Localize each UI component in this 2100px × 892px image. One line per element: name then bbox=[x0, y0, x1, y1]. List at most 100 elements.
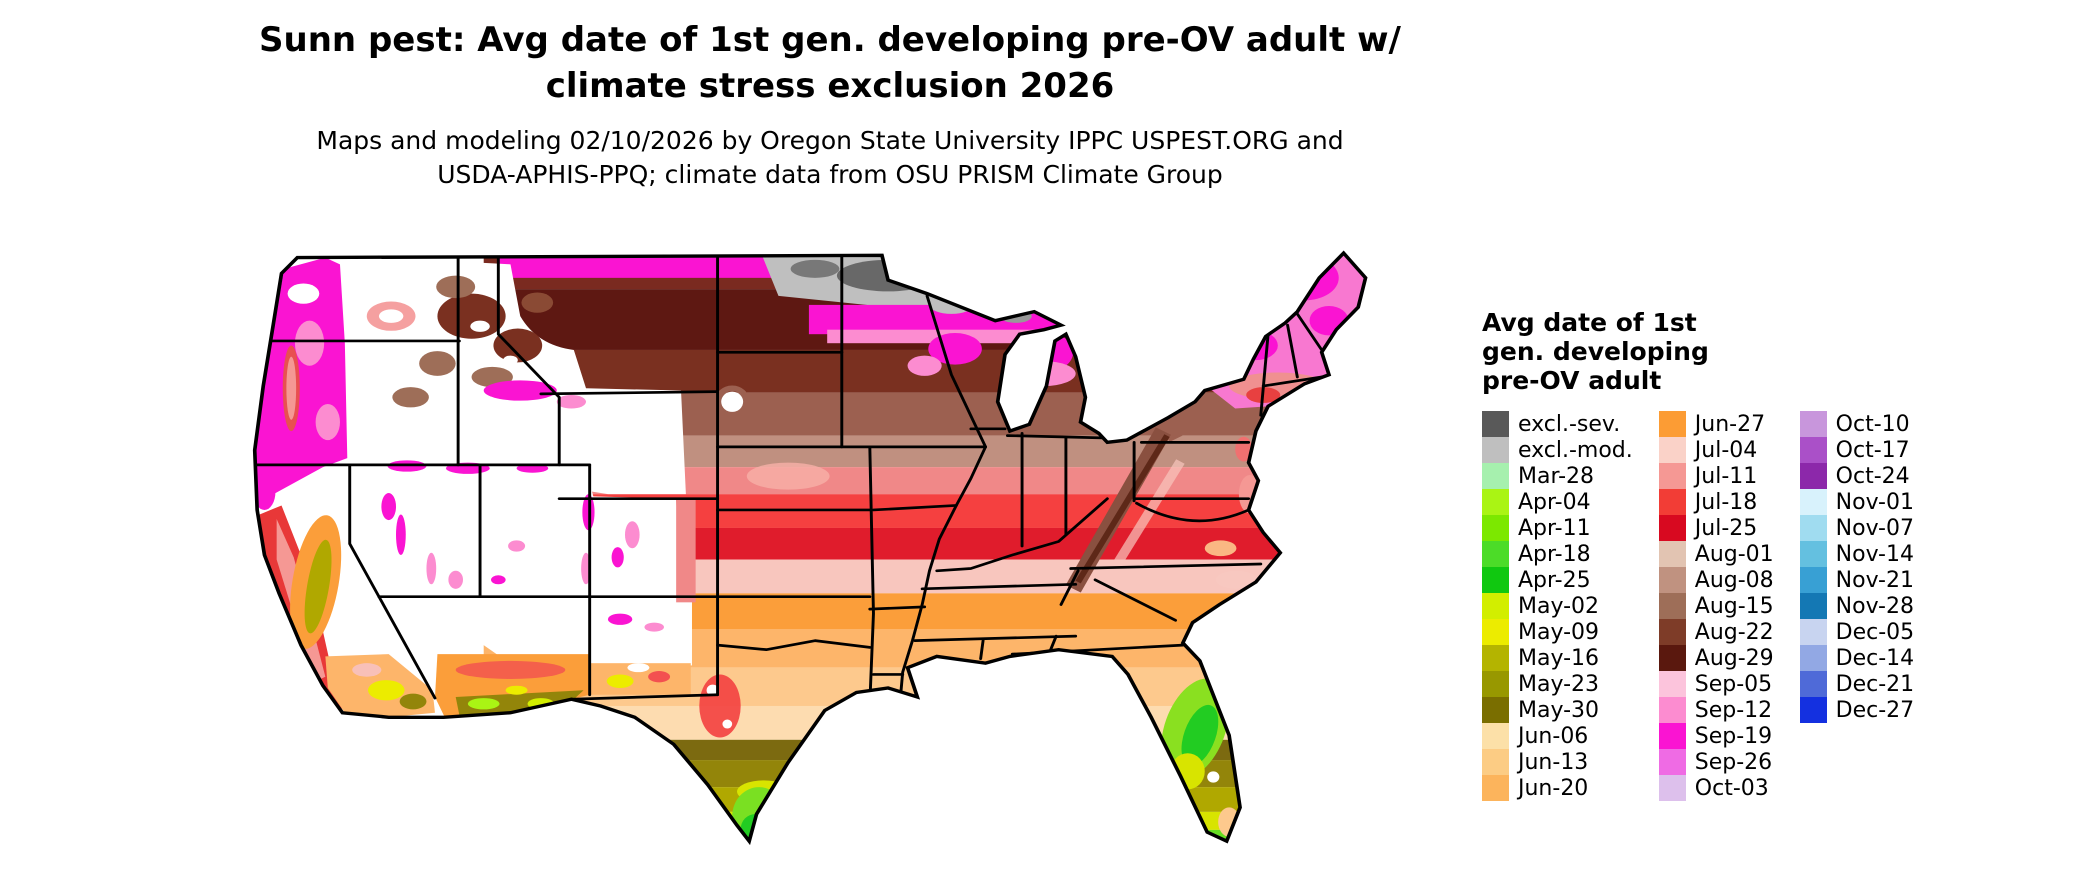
legend-title-line-3: pre-OV adult bbox=[1482, 366, 1662, 395]
legend-swatch bbox=[1658, 593, 1686, 619]
title-line-1: Sunn pest: Avg date of 1st gen. developi… bbox=[259, 20, 1401, 60]
legend-swatch bbox=[1482, 723, 1509, 749]
legend-item: Apr-25 bbox=[1482, 567, 1633, 593]
legend-swatch bbox=[1658, 437, 1686, 463]
subtitle-line-2: USDA-APHIS-PPQ; climate data from OSU PR… bbox=[437, 159, 1223, 189]
legend-item: Sep-19 bbox=[1658, 723, 1774, 749]
legend-swatch bbox=[1799, 567, 1827, 593]
legend-item: Apr-04 bbox=[1482, 489, 1633, 515]
legend-item-label: Oct-24 bbox=[1835, 463, 1910, 489]
legend-item-label: May-16 bbox=[1518, 645, 1600, 671]
legend-swatch bbox=[1658, 541, 1686, 567]
legend-swatch bbox=[1482, 645, 1509, 671]
legend-swatch bbox=[1799, 489, 1827, 515]
legend-swatch bbox=[1482, 619, 1509, 645]
legend-item: Sep-12 bbox=[1658, 697, 1774, 723]
legend-item: Aug-08 bbox=[1658, 567, 1774, 593]
legend-item: Nov-14 bbox=[1799, 541, 1915, 567]
legend-column-3: Oct-10 Oct-17 Oct-24 Nov-01 Nov-07 Nov-14 Nov-… bbox=[1799, 411, 1915, 723]
legend-item: Oct-03 bbox=[1658, 775, 1774, 801]
legend-item-label: Dec-21 bbox=[1835, 671, 1915, 697]
title-line-2: climate stress exclusion 2026 bbox=[545, 65, 1115, 106]
legend-item-label: Dec-27 bbox=[1835, 697, 1915, 723]
legend-item: Dec-05 bbox=[1799, 619, 1915, 645]
legend-swatch bbox=[1799, 437, 1827, 463]
legend-item: Nov-28 bbox=[1799, 593, 1915, 619]
legend-item: Aug-29 bbox=[1658, 645, 1774, 671]
legend-item-label: Jun-06 bbox=[1518, 723, 1589, 749]
legend-swatch bbox=[1482, 775, 1509, 801]
legend-item: Dec-14 bbox=[1799, 645, 1914, 671]
figure-subtitle: Maps and modeling 02/10/2026 by Oregon S… bbox=[0, 124, 1660, 192]
legend-item: excl.-sev. bbox=[1482, 411, 1633, 437]
us-map-svg bbox=[252, 250, 1368, 846]
legend-title: Avg date of 1st gen. developing pre-OV adu… bbox=[1482, 308, 1914, 395]
legend-swatch bbox=[1658, 411, 1686, 437]
legend-swatch bbox=[1482, 697, 1509, 723]
legend-swatch bbox=[1658, 723, 1686, 749]
legend-item: Jun-20 bbox=[1482, 775, 1633, 801]
subtitle-line-1: Maps and modeling 02/10/2026 by Oregon S… bbox=[316, 125, 1344, 155]
legend-swatch bbox=[1482, 541, 1509, 567]
us-map bbox=[206, 208, 1424, 884]
legend-swatch bbox=[1658, 515, 1686, 541]
legend-swatch bbox=[1658, 619, 1686, 645]
legend-item: Aug-15 bbox=[1658, 593, 1774, 619]
legend-item-label: Apr-11 bbox=[1518, 515, 1591, 541]
us-outline bbox=[252, 250, 1368, 846]
legend-item-label: Sep-12 bbox=[1694, 697, 1773, 723]
legend-item: May-23 bbox=[1482, 671, 1633, 697]
legend-item: May-09 bbox=[1482, 619, 1633, 645]
legend-item-label: Oct-03 bbox=[1694, 775, 1769, 801]
legend-item: May-30 bbox=[1482, 697, 1633, 723]
legend-item: May-02 bbox=[1482, 593, 1633, 619]
legend-swatch bbox=[1482, 489, 1509, 515]
legend-item-label: Aug-22 bbox=[1694, 619, 1774, 645]
legend-swatch bbox=[1799, 697, 1827, 723]
legend-columns: excl.-sev. excl.-mod. Mar-28 Apr-04 Apr-11 Ap… bbox=[1482, 411, 1914, 801]
figure-header: Sunn pest: Avg date of 1st gen. developi… bbox=[0, 18, 1660, 191]
legend-title-line-2: gen. developing bbox=[1482, 337, 1709, 366]
legend-swatch bbox=[1799, 463, 1827, 489]
legend-item: Jun-06 bbox=[1482, 723, 1633, 749]
legend-item-label: May-02 bbox=[1518, 593, 1600, 619]
legend-item: Oct-24 bbox=[1799, 463, 1915, 489]
legend-swatch bbox=[1482, 567, 1509, 593]
legend-item-label: Aug-01 bbox=[1694, 541, 1774, 567]
legend-item: Apr-11 bbox=[1482, 515, 1633, 541]
legend-item: Jul-18 bbox=[1658, 489, 1774, 515]
legend-swatch bbox=[1799, 411, 1827, 437]
legend-item-label: Dec-05 bbox=[1835, 619, 1915, 645]
legend-item-label: excl.-mod. bbox=[1518, 437, 1633, 463]
legend-item: Nov-01 bbox=[1799, 489, 1915, 515]
legend-item: Nov-07 bbox=[1799, 515, 1915, 541]
legend: Avg date of 1st gen. developing pre-OV adu… bbox=[1482, 308, 1914, 801]
legend-item: Apr-18 bbox=[1482, 541, 1633, 567]
legend-swatch bbox=[1482, 749, 1509, 775]
legend-item-label: Sep-26 bbox=[1694, 749, 1773, 775]
legend-item-label: Oct-17 bbox=[1835, 437, 1910, 463]
legend-item: Jul-11 bbox=[1658, 463, 1774, 489]
legend-item-label: excl.-sev. bbox=[1518, 411, 1621, 437]
page-title: Sunn pest: Avg date of 1st gen. developi… bbox=[0, 18, 1660, 110]
legend-title-line-1: Avg date of 1st bbox=[1482, 308, 1697, 337]
legend-column-1: excl.-sev. excl.-mod. Mar-28 Apr-04 Apr-11 Ap… bbox=[1482, 411, 1633, 801]
legend-item: Jun-13 bbox=[1482, 749, 1633, 775]
legend-swatch bbox=[1482, 463, 1509, 489]
legend-item: May-16 bbox=[1482, 645, 1633, 671]
legend-item-label: Aug-15 bbox=[1694, 593, 1774, 619]
legend-item: Jun-27 bbox=[1658, 411, 1774, 437]
legend-item: Aug-22 bbox=[1658, 619, 1774, 645]
legend-swatch bbox=[1482, 515, 1509, 541]
legend-swatch bbox=[1799, 645, 1827, 671]
legend-item-label: Apr-04 bbox=[1518, 489, 1591, 515]
legend-item-label: Mar-28 bbox=[1518, 463, 1595, 489]
legend-item-label: Jul-04 bbox=[1694, 437, 1758, 463]
legend-item: Jul-04 bbox=[1658, 437, 1774, 463]
legend-item: Oct-17 bbox=[1799, 437, 1915, 463]
legend-item: Nov-21 bbox=[1799, 567, 1915, 593]
legend-swatch bbox=[1799, 671, 1827, 697]
legend-swatch bbox=[1658, 749, 1686, 775]
legend-swatch bbox=[1658, 567, 1686, 593]
legend-item-label: Jun-20 bbox=[1518, 775, 1589, 801]
